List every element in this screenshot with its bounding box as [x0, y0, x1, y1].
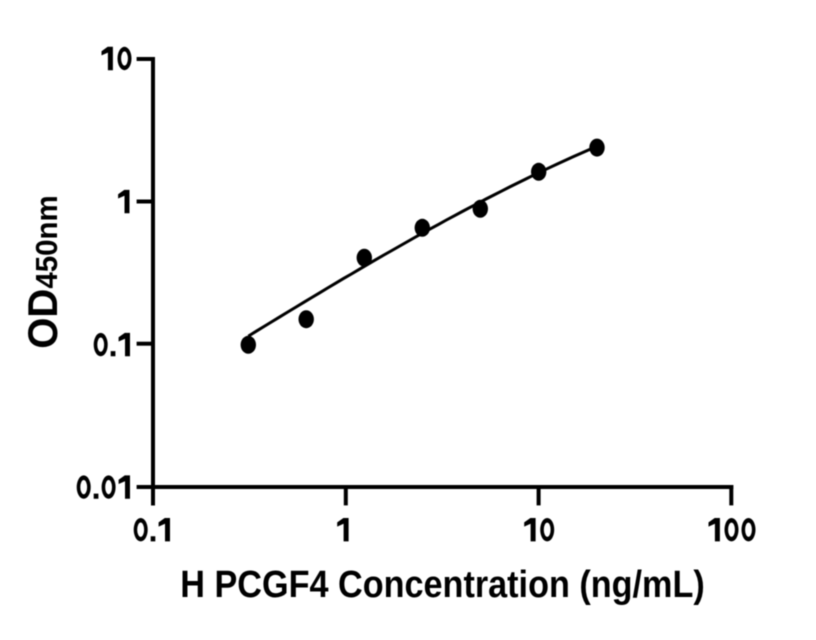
svg-text:OD450nm: OD450nm — [20, 195, 67, 348]
svg-text:H PCGF4 Concentration (ng/mL): H PCGF4 Concentration (ng/mL) — [180, 563, 704, 606]
